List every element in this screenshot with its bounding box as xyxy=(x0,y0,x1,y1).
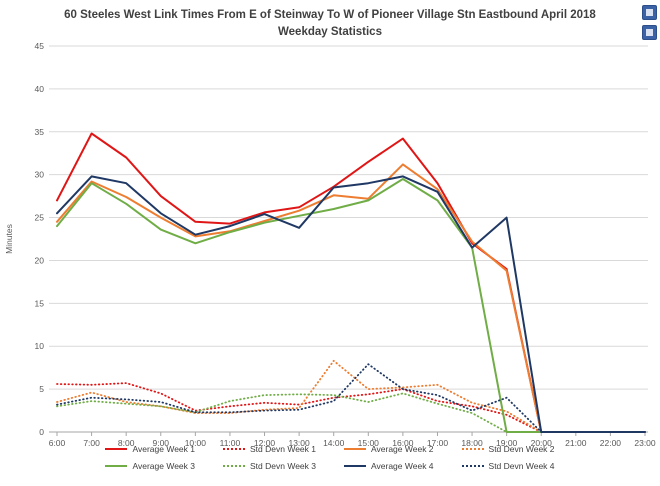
legend-label: Average Week 2 xyxy=(371,444,434,454)
legend-item-average-week-2[interactable]: Average Week 2 xyxy=(344,444,434,454)
legend-swatch-average-week-1 xyxy=(105,448,128,450)
svg-text:19:00: 19:00 xyxy=(496,438,518,448)
legend-swatch-std-devn-week-1 xyxy=(223,448,245,450)
svg-text:15:00: 15:00 xyxy=(358,438,380,448)
svg-text:40: 40 xyxy=(35,84,45,94)
legend-item-std-devn-week-1[interactable]: Std Devn Week 1 xyxy=(223,444,316,454)
svg-text:20: 20 xyxy=(35,255,45,265)
svg-text:6:00: 6:00 xyxy=(49,438,66,448)
svg-text:15: 15 xyxy=(35,298,45,308)
svg-text:30: 30 xyxy=(35,170,45,180)
legend-label: Average Week 1 xyxy=(132,444,195,454)
corner-buttons xyxy=(642,5,657,40)
legend-label: Std Devn Week 3 xyxy=(250,461,316,471)
svg-text:7:00: 7:00 xyxy=(83,438,100,448)
legend-swatch-std-devn-week-4 xyxy=(461,465,484,467)
svg-text:11:00: 11:00 xyxy=(220,438,241,448)
svg-text:23:00: 23:00 xyxy=(634,438,656,448)
legend-item-average-week-4[interactable]: Average Week 4 xyxy=(344,461,434,471)
svg-text:17:00: 17:00 xyxy=(427,438,449,448)
svg-text:45: 45 xyxy=(35,41,45,51)
svg-text:0: 0 xyxy=(39,427,44,437)
legend-label: Std Devn Week 1 xyxy=(250,444,316,454)
legend-item-average-week-1[interactable]: Average Week 1 xyxy=(105,444,195,454)
svg-text:22:00: 22:00 xyxy=(600,438,622,448)
legend-label: Average Week 3 xyxy=(132,461,195,471)
legend-label: Std Devn Week 2 xyxy=(488,444,555,454)
svg-text:9:00: 9:00 xyxy=(152,438,169,448)
svg-text:21:00: 21:00 xyxy=(565,438,587,448)
svg-text:20:00: 20:00 xyxy=(531,438,553,448)
legend-swatch-average-week-2 xyxy=(344,448,366,450)
legend-label: Std Devn Week 4 xyxy=(488,461,555,471)
legend-item-std-devn-week-4[interactable]: Std Devn Week 4 xyxy=(461,461,555,471)
svg-text:5: 5 xyxy=(39,384,44,394)
svg-text:35: 35 xyxy=(35,127,45,137)
chart-title: 60 Steeles West Link Times From E of Ste… xyxy=(0,7,660,42)
line-chart-plot-area: 0 5 10 15 20 25 30 35 40 45 6:00 7:00 8:00 9:00 10:00 1… xyxy=(4,41,656,448)
svg-text:10:00: 10:00 xyxy=(185,438,207,448)
svg-text:13:00: 13:00 xyxy=(288,438,310,448)
svg-text:8:00: 8:00 xyxy=(118,438,135,448)
legend-item-std-devn-week-3[interactable]: Std Devn Week 3 xyxy=(223,461,316,471)
legend-item-average-week-3[interactable]: Average Week 3 xyxy=(105,461,195,471)
chart-title-text: 60 Steeles West Link Times From E of Ste… xyxy=(64,9,596,39)
svg-text:18:00: 18:00 xyxy=(461,438,483,448)
legend-swatch-average-week-4 xyxy=(344,465,366,467)
chart-legend: Average Week 1 Std Devn Week 1 Average W… xyxy=(105,444,555,471)
svg-text:10: 10 xyxy=(35,341,45,351)
legend-item-std-devn-week-2[interactable]: Std Devn Week 2 xyxy=(461,444,555,454)
svg-text:12:00: 12:00 xyxy=(254,438,276,448)
legend-swatch-average-week-3 xyxy=(105,465,128,467)
svg-text:25: 25 xyxy=(35,213,45,223)
legend-label: Average Week 4 xyxy=(371,461,434,471)
blue-tile-icon[interactable] xyxy=(642,5,657,20)
blue-tile-icon[interactable] xyxy=(642,25,657,40)
svg-text:14:00: 14:00 xyxy=(323,438,345,448)
legend-swatch-std-devn-week-2 xyxy=(461,448,484,450)
svg-text:Minutes: Minutes xyxy=(4,224,14,254)
legend-swatch-std-devn-week-3 xyxy=(223,465,245,467)
svg-text:16:00: 16:00 xyxy=(392,438,414,448)
